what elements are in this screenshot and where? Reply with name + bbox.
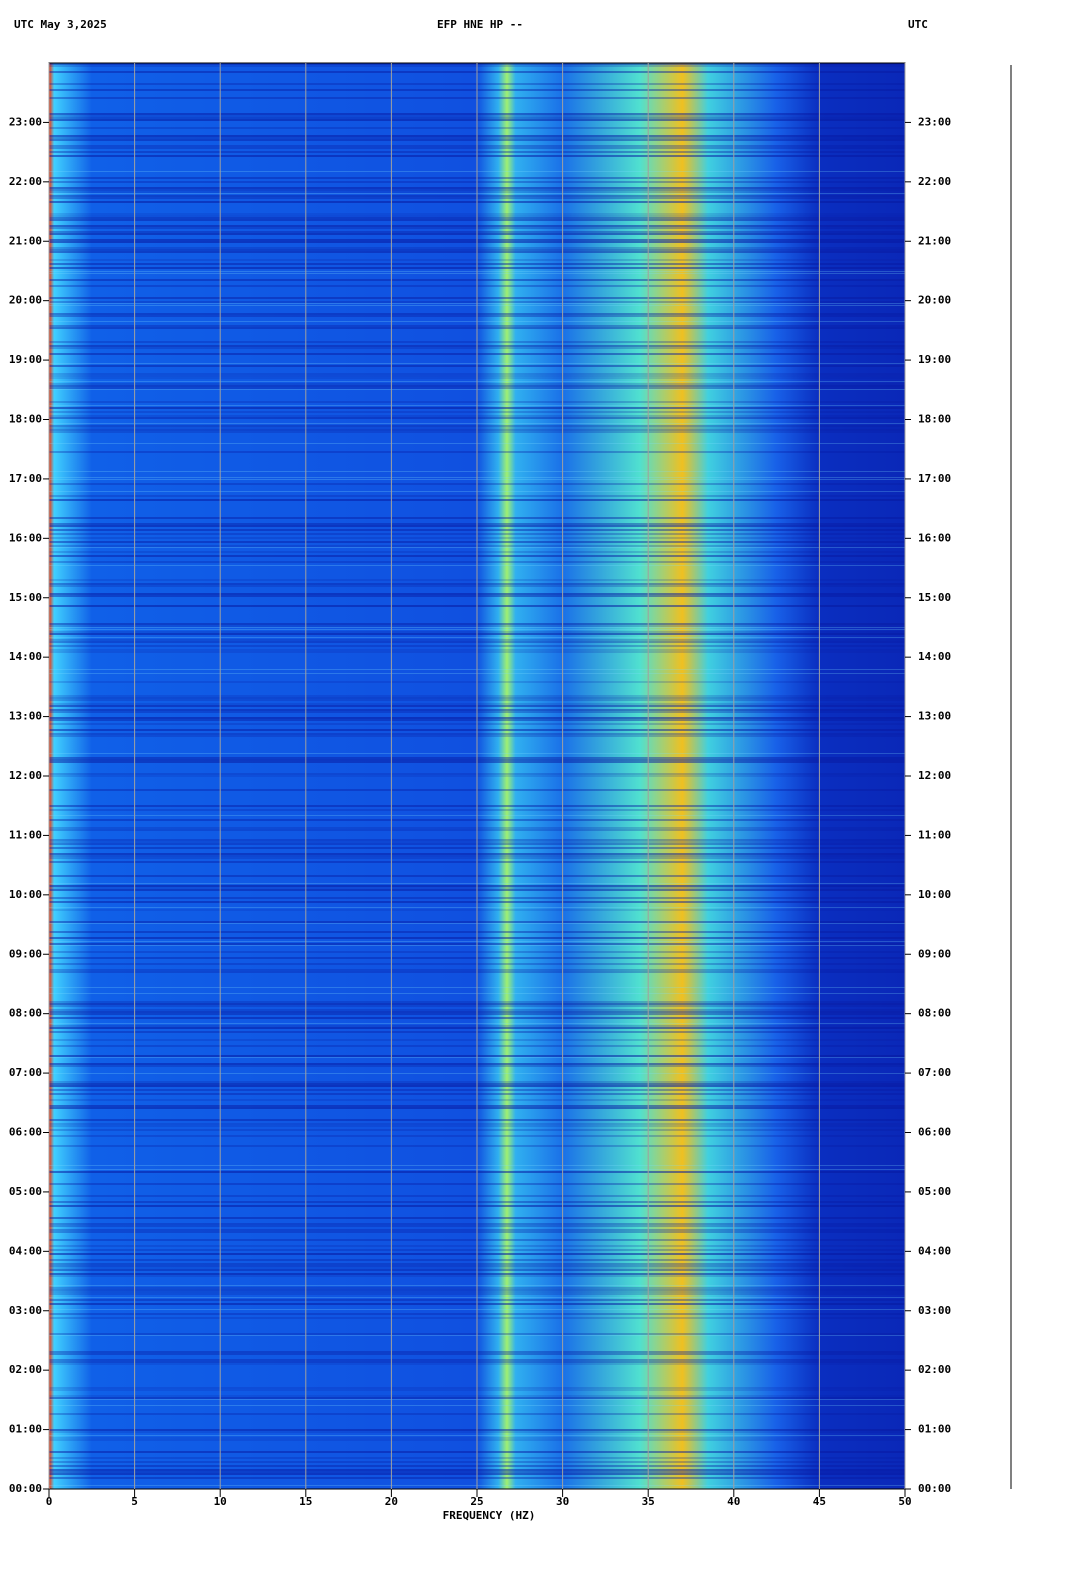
x-tick-label: 20 — [385, 1495, 398, 1508]
right-header: UTC — [908, 18, 928, 31]
y-tick-label: 01:00 — [918, 1423, 951, 1436]
y-tick-label: 05:00 — [9, 1185, 42, 1198]
x-tick-label: 15 — [299, 1495, 312, 1508]
y-tick-label: 15:00 — [918, 591, 951, 604]
y-tick-label: 02:00 — [918, 1363, 951, 1376]
y-tick-label: 23:00 — [9, 115, 42, 128]
y-tick-label: 13:00 — [9, 710, 42, 723]
y-tick-label: 09:00 — [918, 947, 951, 960]
y-tick-label: 04:00 — [9, 1244, 42, 1257]
y-tick-label: 20:00 — [918, 294, 951, 307]
y-tick-label: 08:00 — [918, 1007, 951, 1020]
y-tick-label: 19:00 — [9, 353, 42, 366]
x-tick-label: 40 — [727, 1495, 740, 1508]
y-tick-label: 18:00 — [9, 413, 42, 426]
y-tick-label: 11:00 — [918, 828, 951, 841]
y-tick-label: 11:00 — [9, 828, 42, 841]
y-tick-label: 05:00 — [918, 1185, 951, 1198]
x-tick-label: 10 — [214, 1495, 227, 1508]
y-tick-label: 01:00 — [9, 1423, 42, 1436]
y-tick-label: 17:00 — [918, 472, 951, 485]
y-tick-label: 17:00 — [9, 472, 42, 485]
y-tick-label: 06:00 — [918, 1126, 951, 1139]
y-tick-label: 14:00 — [918, 650, 951, 663]
chart-title: EFP HNE HP -- — [437, 18, 523, 31]
y-tick-label: 04:00 — [918, 1244, 951, 1257]
y-tick-label: 20:00 — [9, 294, 42, 307]
y-tick-label: 03:00 — [9, 1304, 42, 1317]
y-tick-label: 09:00 — [9, 947, 42, 960]
left-header: UTC May 3,2025 — [14, 18, 107, 31]
y-tick-label: 15:00 — [9, 591, 42, 604]
y-tick-label: 08:00 — [9, 1007, 42, 1020]
y-tick-label: 13:00 — [918, 710, 951, 723]
y-tick-label: 16:00 — [9, 531, 42, 544]
y-tick-label: 00:00 — [9, 1482, 42, 1495]
y-tick-label: 18:00 — [918, 413, 951, 426]
y-tick-label: 10:00 — [9, 888, 42, 901]
y-tick-label: 07:00 — [9, 1066, 42, 1079]
y-tick-label: 12:00 — [918, 769, 951, 782]
x-tick-label: 25 — [470, 1495, 483, 1508]
x-tick-label: 35 — [642, 1495, 655, 1508]
y-tick-label: 22:00 — [9, 175, 42, 188]
y-tick-label: 22:00 — [918, 175, 951, 188]
y-tick-label: 12:00 — [9, 769, 42, 782]
y-tick-label: 02:00 — [9, 1363, 42, 1376]
y-tick-label: 21:00 — [918, 234, 951, 247]
x-axis-label: FREQUENCY (HZ) — [443, 1509, 536, 1522]
y-tick-label: 06:00 — [9, 1126, 42, 1139]
y-tick-label: 23:00 — [918, 115, 951, 128]
x-tick-label: 5 — [131, 1495, 138, 1508]
y-tick-label: 21:00 — [9, 234, 42, 247]
y-tick-label: 19:00 — [918, 353, 951, 366]
x-tick-label: 50 — [898, 1495, 911, 1508]
x-tick-label: 0 — [46, 1495, 53, 1508]
y-tick-label: 03:00 — [918, 1304, 951, 1317]
y-tick-label: 00:00 — [918, 1482, 951, 1495]
y-tick-label: 10:00 — [918, 888, 951, 901]
y-tick-label: 14:00 — [9, 650, 42, 663]
x-tick-label: 45 — [813, 1495, 826, 1508]
x-tick-label: 30 — [556, 1495, 569, 1508]
y-tick-label: 16:00 — [918, 531, 951, 544]
y-tick-label: 07:00 — [918, 1066, 951, 1079]
